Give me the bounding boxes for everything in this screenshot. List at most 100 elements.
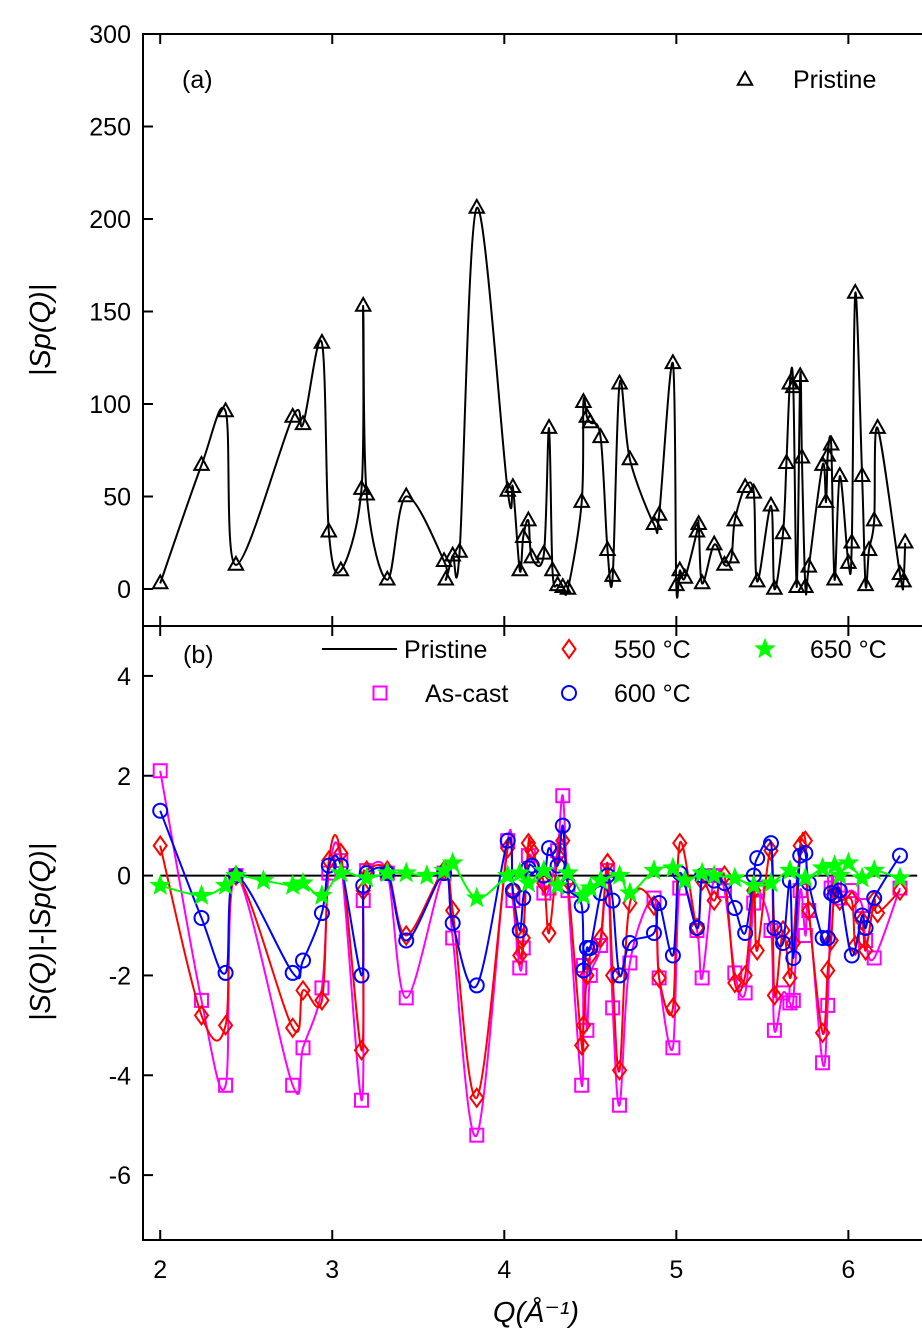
data-point-600-c [575,962,592,979]
data-point-550-c [295,979,311,1002]
panel-label-a: (a) [182,66,213,94]
data-point-pristine [762,495,780,512]
data-point-pristine [688,521,706,538]
x-axis-b: 2 3 4 5 6 [153,626,855,1284]
y-tick-label-a: 300 [89,21,131,49]
legend-label-pristine: Pristine [404,636,487,664]
data-point-550-c [892,879,908,902]
data-point-600-c [726,900,743,917]
data-point-pristine [817,492,835,508]
data-point-600-c [398,932,415,949]
data-point-pristine [670,560,689,577]
data-point-550-c [651,967,667,989]
data-point-as-cast [218,1077,234,1093]
x-tick-label: 5 [669,1256,683,1284]
data-point-550-c [689,917,705,939]
data-point-pristine [319,521,338,538]
legend-label-550-c: 550 °C [614,636,691,664]
data-point-650-c [589,869,612,890]
data-point-650-c [779,859,801,880]
data-point-600-c [762,835,779,852]
data-point-as-cast [844,883,860,899]
data-point-600-c [499,832,516,849]
data-point-pristine [791,366,810,383]
y-axis-a: 0 50 100 150 200 250 300 [89,21,153,604]
data-point-550-c [592,927,609,949]
data-point-pristine [796,577,815,593]
data-point-550-c [727,972,743,994]
data-point-650-c [225,864,247,885]
panel-b: -6 -4 -2 0 2 4 2 3 4 5 6 (b) Pristine As-cast 550 °… [25,625,922,1284]
data-point-550-c [398,924,414,947]
data-point-650-c [760,871,782,893]
y-tick-label-b: -2 [109,962,131,990]
legend-a: Pristine [736,66,876,94]
data-point-as-cast [555,788,571,804]
data-point-pristine [559,578,577,595]
data-point-600-c [152,802,169,819]
legend-label-650-c: 650 °C [810,636,887,664]
data-point-600-c [523,857,540,874]
data-point-pristine [574,392,593,408]
data-point-550-c [193,1004,210,1027]
data-point-pristine [581,412,600,429]
data-point-as-cast [605,1000,621,1016]
data-point-pristine [357,484,376,501]
data-point-as-cast [445,930,461,946]
data-point-600-c [857,920,874,937]
data-point-650-c [619,881,641,903]
data-point-pristine [793,447,811,464]
data-point-550-c [524,839,540,862]
y-tick-label-b: -6 [109,1162,131,1190]
data-point-550-c [469,1087,485,1109]
y-tick-label-a: 250 [89,114,131,142]
y-axis-title-b: |S(Q)|-|Sp(Q)| [25,843,57,1021]
data-point-pristine [645,514,663,531]
data-point-600-c [468,977,485,994]
data-point-pristine [676,567,694,584]
data-point-600-c [582,939,599,956]
data-point-pristine [510,560,529,577]
data-point-pristine [818,445,837,462]
data-point-600-c [193,910,210,927]
data-point-650-c [508,861,531,883]
legend-label-600-c: 600 °C [614,680,691,708]
data-point-pristine [603,566,622,582]
data-point-as-cast [574,1077,590,1093]
data-point-600-c [217,964,234,981]
data-point-pristine [519,510,538,527]
y-tick-label-a: 0 [117,576,131,604]
data-point-600-c [826,887,843,904]
data-point-550-c [766,984,783,1007]
data-point-pristine [436,569,455,586]
data-point-600-c [604,892,621,909]
data-point-550-c [579,964,595,987]
y-tick-label-a: 150 [89,299,131,327]
data-point-pristine [853,466,872,482]
data-point-pristine [799,556,818,573]
data-point-pristine [450,541,469,558]
data-point-pristine [467,197,486,214]
data-point-600-c [814,929,831,946]
data-point-as-cast [785,992,801,1008]
data-point-pristine [378,569,397,586]
data-point-pristine [787,577,806,593]
legend-label-pristine: Pristine [793,66,876,94]
data-point-550-c [520,832,537,854]
data-point-650-c [416,864,438,885]
data-point-600-c [511,922,528,939]
legend-label-as-cast: As-cast [425,680,508,708]
data-point-pristine [540,418,558,434]
panel-a: 0 50 100 150 200 250 300 (a) Pristine |Sp(Q)| [25,21,922,627]
data-point-as-cast [694,970,710,986]
data-point-550-c [869,902,886,924]
data-point-600-c [353,967,370,984]
data-point-pristine [216,401,235,418]
data-point-600-c [645,925,662,941]
data-point-pristine [650,504,669,521]
data-point-550-c [573,1034,590,1057]
series-line-pristine [159,206,907,599]
data-point-pristine [748,571,767,588]
data-point-pristine [777,453,796,469]
data-point-550-c [515,927,531,949]
